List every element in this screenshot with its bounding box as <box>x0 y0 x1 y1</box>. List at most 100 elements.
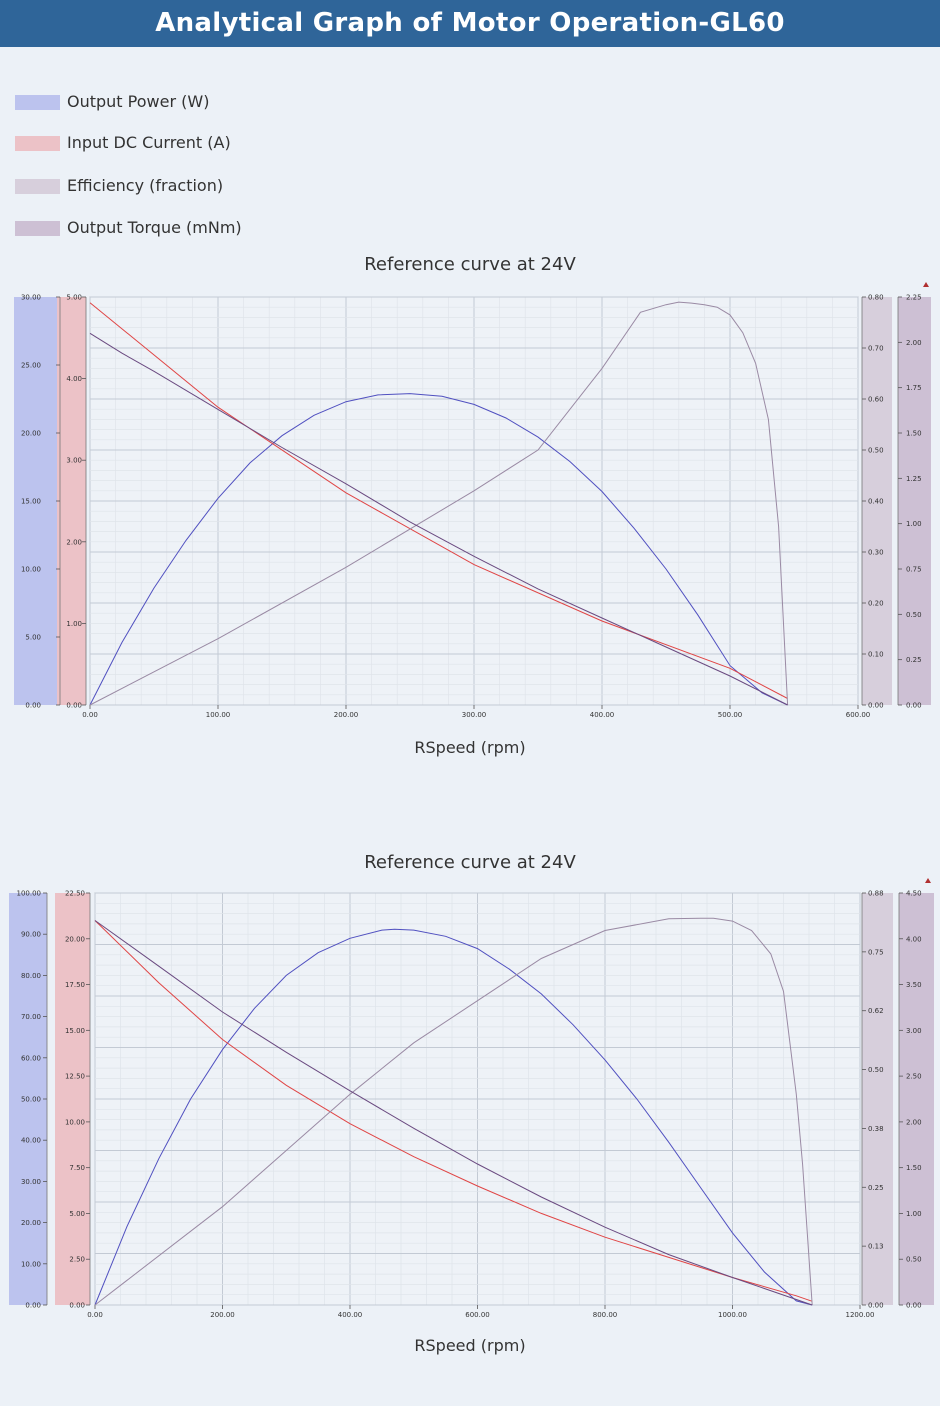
y-tick-label-power: 15.00 <box>21 498 41 506</box>
legend-item-efficiency: Efficiency (fraction) <box>15 176 415 196</box>
y-tick-label-power: 30.00 <box>21 1178 41 1186</box>
y-tick-label-current: 22.50 <box>65 890 85 898</box>
axis-band-efficiency <box>862 297 892 705</box>
y-tick-label-efficiency: 0.38 <box>868 1125 884 1133</box>
legend-swatch <box>15 179 60 194</box>
x-tick-label: 600.00 <box>846 711 871 719</box>
y-tick-label-current: 2.00 <box>66 538 82 546</box>
y-tick-label-efficiency: 0.88 <box>868 890 884 898</box>
axis-band-power <box>9 893 47 1305</box>
y-tick-label-power: 50.00 <box>21 1096 41 1104</box>
x-tick-label: 200.00 <box>210 1311 235 1319</box>
page-title: Analytical Graph of Motor Operation-GL60 <box>0 0 940 47</box>
y-tick-label-power: 70.00 <box>21 1013 41 1021</box>
x-tick-label: 400.00 <box>590 711 615 719</box>
y-tick-label-current: 0.00 <box>66 702 82 710</box>
y-tick-label-torque: 1.00 <box>906 520 922 528</box>
axis-band-power <box>14 297 60 705</box>
y-tick-label-torque: 2.00 <box>906 339 922 347</box>
y-tick-label-current: 10.00 <box>65 1118 85 1126</box>
y-tick-label-torque: 2.50 <box>906 1073 922 1081</box>
legend-swatch <box>15 95 60 110</box>
x-tick-label: 400.00 <box>338 1311 363 1319</box>
y-tick-label-torque: 0.00 <box>906 702 922 710</box>
y-tick-label-torque: 0.00 <box>906 1302 922 1310</box>
chart-1-title: Reference curve at 24V <box>364 254 576 275</box>
legend-label: Efficiency (fraction) <box>67 176 224 195</box>
x-tick-label: 100.00 <box>206 711 231 719</box>
x-tick-label: 0.00 <box>87 1311 103 1319</box>
y-tick-label-power: 30.00 <box>21 294 41 302</box>
y-tick-label-torque: 1.50 <box>906 430 922 438</box>
y-tick-label-current: 2.50 <box>69 1256 85 1264</box>
axis-arrow-icon <box>923 282 929 287</box>
legend-swatch <box>15 221 60 236</box>
chart-1: 0.00 100.00 200.00 300.00 400.00 500.00 600.00… <box>14 282 931 719</box>
y-tick-label-efficiency: 0.20 <box>868 600 884 608</box>
series-line-0 <box>94 928 813 1306</box>
y-tick-label-torque: 0.75 <box>906 566 922 574</box>
chart-1-xlabel: RSpeed (rpm) <box>414 738 526 757</box>
y-tick-label-power: 10.00 <box>21 1260 41 1268</box>
y-tick-label-current: 12.50 <box>65 1073 85 1081</box>
series-line-2 <box>89 301 789 706</box>
y-tick-label-current: 0.00 <box>69 1302 85 1310</box>
y-tick-label-power: 60.00 <box>21 1054 41 1062</box>
y-tick-label-power: 90.00 <box>21 931 41 939</box>
x-tick-label: 1200.00 <box>846 1311 875 1319</box>
y-tick-label-torque: 2.25 <box>906 294 922 302</box>
y-tick-label-power: 25.00 <box>21 362 41 370</box>
y-tick-label-current: 15.00 <box>65 1027 85 1035</box>
chart-2-xlabel: RSpeed (rpm) <box>414 1336 526 1355</box>
y-tick-label-current: 5.00 <box>66 294 82 302</box>
y-tick-label-power: 20.00 <box>21 1219 41 1227</box>
y-tick-label-efficiency: 0.10 <box>868 651 884 659</box>
legend-label: Input DC Current (A) <box>67 133 231 152</box>
y-tick-label-current: 5.00 <box>69 1210 85 1218</box>
axis-band-current <box>55 893 90 1305</box>
legend-item-output-power: Output Power (W) <box>15 92 415 112</box>
y-tick-label-current: 7.50 <box>69 1164 85 1172</box>
y-tick-label-torque: 2.00 <box>906 1118 922 1126</box>
axis-band-torque <box>898 297 931 705</box>
y-tick-label-efficiency: 0.80 <box>868 294 884 302</box>
axis-band-torque <box>899 893 934 1305</box>
y-tick-label-power: 100.00 <box>17 890 42 898</box>
series-line-1 <box>89 302 788 699</box>
x-tick-label: 300.00 <box>462 711 487 719</box>
legend-item-input-current: Input DC Current (A) <box>15 133 415 153</box>
y-tick-label-torque: 0.25 <box>906 656 922 664</box>
y-tick-label-power: 10.00 <box>21 566 41 574</box>
y-tick-label-efficiency: 0.00 <box>868 1302 884 1310</box>
y-tick-label-efficiency: 0.13 <box>868 1243 884 1251</box>
y-tick-label-current: 3.00 <box>66 457 82 465</box>
y-tick-label-power: 5.00 <box>25 634 41 642</box>
axis-band-current <box>57 297 86 705</box>
y-tick-label-power: 0.00 <box>25 702 41 710</box>
y-tick-label-torque: 0.50 <box>906 1256 922 1264</box>
y-tick-label-efficiency: 0.50 <box>868 1066 884 1074</box>
x-tick-label: 0.00 <box>82 711 98 719</box>
y-tick-label-current: 1.00 <box>66 620 82 628</box>
y-tick-label-efficiency: 0.62 <box>868 1007 884 1015</box>
y-tick-label-power: 80.00 <box>21 972 41 980</box>
y-tick-label-torque: 3.00 <box>906 1027 922 1035</box>
chart-2: 0.00 200.00 400.00 600.00 800.00 1000.00 1200.… <box>9 878 934 1319</box>
y-tick-label-efficiency: 0.60 <box>868 396 884 404</box>
y-tick-label-torque: 4.00 <box>906 935 922 943</box>
legend-item-output-torque: Output Torque (mNm) <box>15 218 415 238</box>
y-tick-label-torque: 1.00 <box>906 1210 922 1218</box>
x-tick-label: 500.00 <box>718 711 743 719</box>
legend-label: Output Torque (mNm) <box>67 218 242 237</box>
series-line-2 <box>94 917 813 1306</box>
x-tick-label: 1000.00 <box>718 1311 747 1319</box>
y-tick-label-power: 20.00 <box>21 430 41 438</box>
y-tick-label-power: 0.00 <box>25 1302 41 1310</box>
y-tick-label-efficiency: 0.70 <box>868 345 884 353</box>
y-tick-label-torque: 4.50 <box>906 890 922 898</box>
y-tick-label-efficiency: 0.75 <box>868 948 884 956</box>
y-tick-label-efficiency: 0.40 <box>868 498 884 506</box>
y-tick-label-torque: 1.50 <box>906 1164 922 1172</box>
x-tick-label: 800.00 <box>593 1311 618 1319</box>
x-tick-label: 200.00 <box>334 711 359 719</box>
